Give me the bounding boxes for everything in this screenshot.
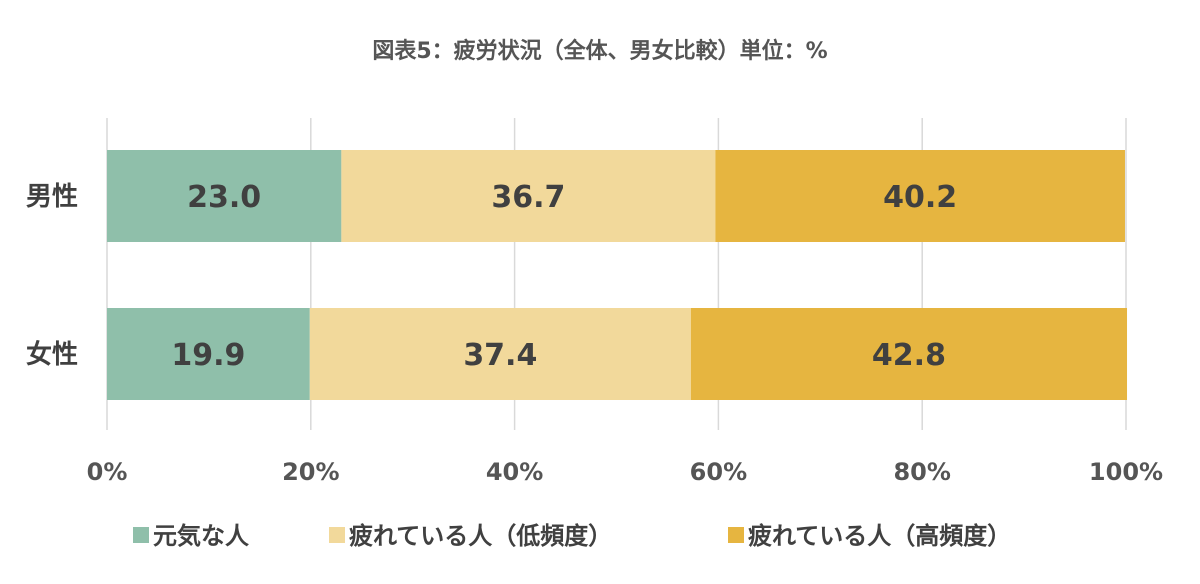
bar-segment xyxy=(341,150,716,242)
legend-label: 疲れている人（低頻度） xyxy=(349,522,612,550)
x-axis-ticks: 0% 20% 40% 60% 80% 100% xyxy=(87,458,1163,486)
x-tick-label: 40% xyxy=(486,458,543,486)
bars: 23.0 36.7 40.2 19.9 37.4 42.8 xyxy=(107,150,1128,400)
data-label: 23.0 xyxy=(187,180,261,215)
legend-swatch xyxy=(728,527,744,543)
legend-label: 疲れている人（高頻度） xyxy=(748,522,1011,550)
category-label: 女性 xyxy=(26,339,78,370)
chart-title: 図表5：疲労状況（全体、男女比較）単位：% xyxy=(372,38,827,64)
legend-swatch xyxy=(329,527,345,543)
category-label: 男性 xyxy=(26,182,78,212)
legend: 元気な人 疲れている人（低頻度） 疲れている人（高頻度） xyxy=(133,522,1011,550)
data-label: 19.9 xyxy=(171,338,245,373)
bar-segment xyxy=(715,150,1125,242)
data-label: 37.4 xyxy=(463,338,537,373)
x-tick-label: 20% xyxy=(282,458,339,486)
bar-segment xyxy=(107,308,310,400)
data-label: 42.8 xyxy=(872,338,946,373)
x-tick-label: 100% xyxy=(1089,458,1163,486)
legend-label: 元気な人 xyxy=(153,522,249,550)
data-label: 36.7 xyxy=(491,180,565,215)
bar-segment xyxy=(107,150,342,242)
legend-swatch xyxy=(133,527,149,543)
x-tick-label: 0% xyxy=(87,458,128,486)
bar-segment xyxy=(690,308,1128,400)
bar-segment xyxy=(309,308,691,400)
data-label: 40.2 xyxy=(883,180,957,215)
x-tick-label: 80% xyxy=(893,458,950,486)
x-tick-label: 60% xyxy=(690,458,747,486)
